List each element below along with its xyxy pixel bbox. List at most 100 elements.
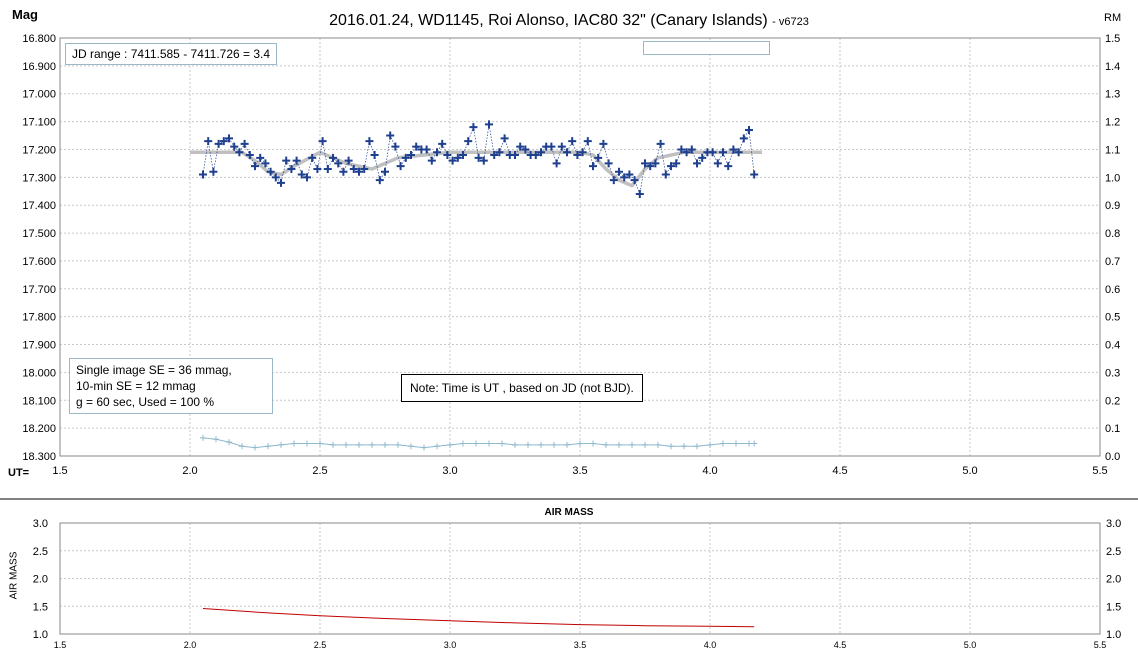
main-y-tick-label: 17.600 [22, 256, 56, 268]
reference-star-point [707, 441, 713, 448]
data-point [729, 145, 738, 154]
data-point [589, 162, 597, 171]
air-mass-y-tick-label: 1.5 [33, 601, 48, 613]
data-point [687, 145, 696, 154]
main-y2-tick-label: 1.4 [1105, 61, 1120, 73]
data-point [615, 167, 623, 176]
chart-title: 2016.01.24, WD1145, Roi Alonso, IAC80 32… [0, 12, 1138, 30]
reference-star-point [317, 440, 323, 447]
main-y2-tick-label: 1.2 [1105, 117, 1120, 129]
main-y-tick-label: 17.800 [22, 312, 56, 324]
data-point [485, 120, 493, 129]
data-point [552, 159, 561, 168]
data-point [708, 148, 717, 157]
main-y2-tick-label: 0.7 [1105, 256, 1120, 268]
reference-star-point [421, 444, 427, 451]
left-axis-label: Mag [12, 7, 38, 22]
reference-star-point [751, 440, 758, 447]
reference-star-point [616, 441, 622, 448]
data-point [245, 151, 254, 160]
data-point [573, 151, 582, 160]
data-point [531, 151, 540, 160]
data-point [713, 159, 722, 168]
data-point [407, 151, 415, 160]
reference-star-point [278, 441, 284, 448]
data-point [745, 125, 753, 134]
data-point [724, 162, 733, 171]
data-point [734, 148, 743, 157]
main-y2-tick-label: 0.0 [1105, 451, 1120, 463]
data-point [651, 159, 660, 168]
data-point [365, 137, 374, 146]
data-point [427, 156, 436, 165]
air-mass-x-tick-label: 1.5 [54, 640, 67, 650]
data-point [521, 145, 530, 154]
air-mass-y-tick-label: 1.0 [33, 629, 48, 641]
data-point [583, 137, 592, 146]
data-point [381, 167, 389, 176]
air-mass-title: AIR MASS [544, 507, 594, 518]
main-y-tick-label: 16.800 [22, 33, 56, 45]
main-y2-tick-label: 1.5 [1105, 33, 1120, 45]
reference-star-point [655, 441, 661, 448]
reference-star-point [538, 441, 544, 448]
data-point [422, 145, 431, 154]
data-point [609, 176, 618, 185]
data-point [469, 123, 478, 132]
reference-star-point [720, 440, 726, 447]
main-x-tick-label: 4.5 [832, 465, 847, 477]
reference-star-point [473, 440, 479, 447]
air-mass-line [202, 608, 755, 628]
air-mass-y2-tick-label: 1.5 [1106, 601, 1121, 613]
main-y-tick-label: 17.900 [22, 340, 56, 352]
data-point [698, 153, 707, 162]
air-mass-y-tick-label: 2.5 [33, 546, 48, 558]
data-point [303, 173, 311, 182]
data-point [646, 162, 655, 171]
main-y-tick-label: 18.100 [22, 395, 56, 407]
jd-range-box: JD range : 7411.585 - 7411.726 = 3.4 [65, 43, 278, 65]
data-point [266, 167, 275, 176]
data-point [604, 159, 613, 168]
main-y2-tick-label: 0.4 [1105, 340, 1120, 352]
main-y-tick-label: 17.000 [22, 89, 56, 101]
reference-star-point [343, 441, 349, 448]
reference-star-point [486, 440, 492, 447]
air-mass-x-tick-label: 4.5 [834, 640, 847, 650]
reference-star-point [525, 441, 531, 448]
data-point [204, 137, 213, 146]
data-point [308, 153, 317, 162]
data-point [438, 139, 447, 148]
data-point [391, 142, 400, 151]
data-point [443, 151, 452, 160]
data-point [225, 134, 233, 143]
main-y2-tick-label: 0.9 [1105, 200, 1120, 212]
air-mass-y-tick-label: 3.0 [33, 518, 48, 530]
data-point [240, 139, 249, 148]
main-y-tick-label: 18.300 [22, 451, 56, 463]
data-point [563, 148, 571, 157]
main-y-tick-label: 17.300 [22, 172, 56, 184]
data-point [355, 167, 363, 176]
stats-line-3: g = 60 sec, Used = 100 % [76, 395, 215, 409]
air-mass-x-tick-label: 5.0 [964, 640, 977, 650]
data-point [594, 153, 603, 162]
data-point [209, 167, 218, 176]
data-point [235, 148, 244, 157]
data-point [287, 164, 296, 173]
chart-title-text: 2016.01.24, WD1145, Roi Alonso, IAC80 32… [329, 12, 768, 29]
reference-star-point [577, 440, 583, 447]
data-point [323, 164, 332, 173]
reference-star-point [330, 441, 336, 448]
data-point [625, 170, 634, 179]
data-point [459, 151, 467, 160]
main-x-tick-label: 1.5 [52, 465, 67, 477]
reference-star-point [408, 443, 414, 450]
data-point [386, 131, 395, 140]
data-point [557, 142, 566, 151]
reference-star-point [590, 440, 596, 447]
data-point [677, 145, 686, 154]
air-mass-y-tick-label: 2.0 [33, 574, 48, 586]
data-point [682, 148, 691, 157]
main-x-tick-label: 3.0 [442, 465, 457, 477]
